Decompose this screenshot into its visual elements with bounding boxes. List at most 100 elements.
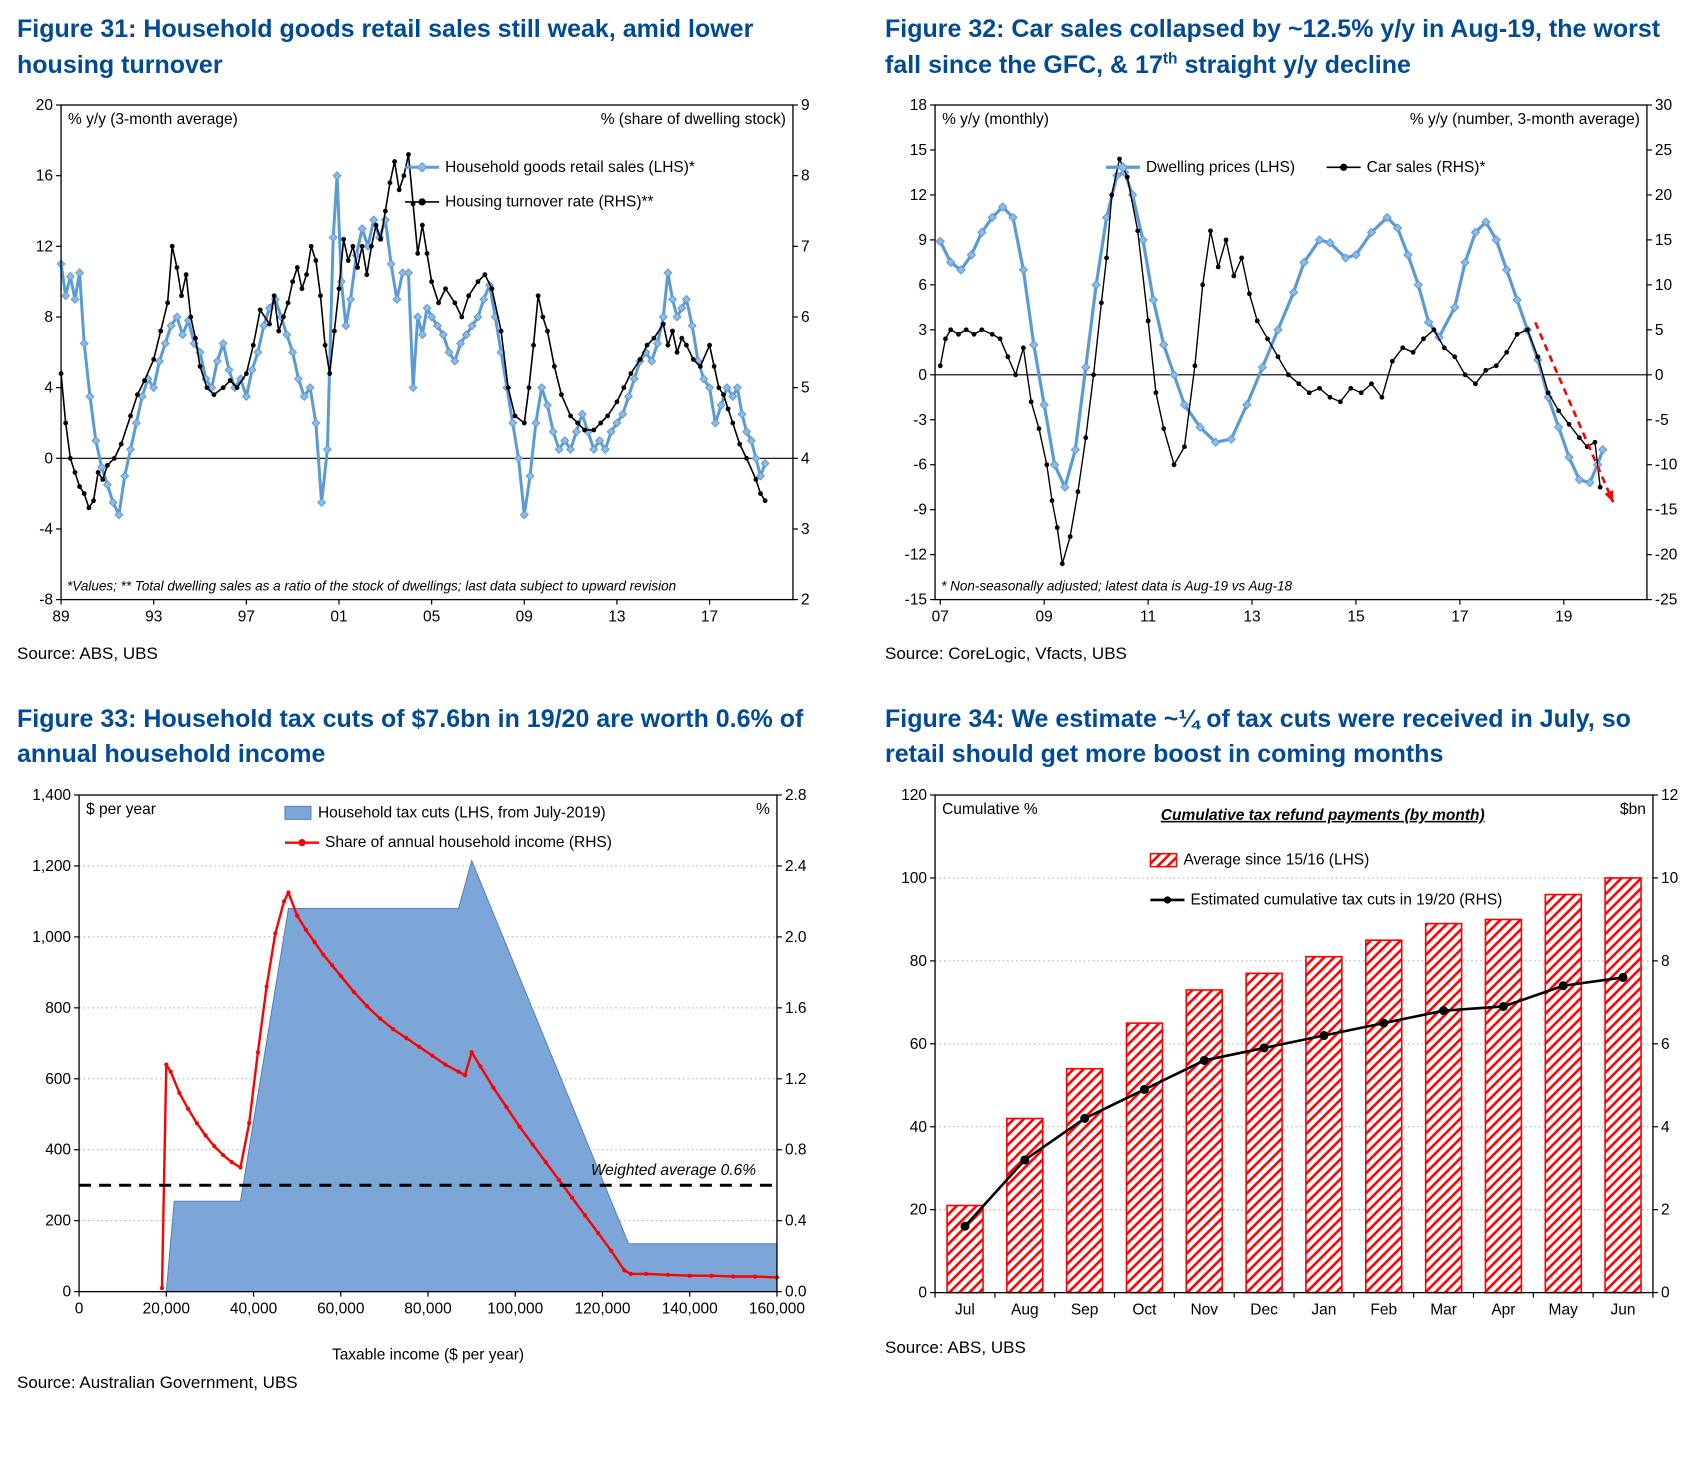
svg-text:11: 11: [1140, 609, 1156, 626]
svg-text:0.8: 0.8: [785, 1141, 807, 1158]
svg-text:120,000: 120,000: [574, 1300, 630, 1317]
figure-33-source: Source: Australian Government, UBS: [17, 1373, 298, 1393]
svg-text:18: 18: [910, 97, 927, 114]
svg-text:Nov: Nov: [1190, 1301, 1218, 1318]
figure-32-title-superscript: th: [1162, 50, 1178, 68]
svg-text:Aug: Aug: [1011, 1301, 1039, 1318]
chart-footnote: * Non-seasonally adjusted; latest data i…: [941, 579, 1292, 594]
svg-text:6: 6: [918, 277, 927, 294]
svg-text:0: 0: [75, 1300, 84, 1317]
svg-text:Feb: Feb: [1370, 1301, 1397, 1318]
svg-text:0: 0: [62, 1283, 71, 1300]
series-household-goods-retail-sales: [56, 171, 770, 520]
figure-33-title-text: Figure 33: Household tax cuts of $7.6bn …: [17, 704, 804, 769]
legend: Household tax cuts (LHS, from July-2019)…: [284, 804, 612, 851]
svg-text:10: 10: [1655, 277, 1673, 294]
svg-text:2: 2: [801, 592, 810, 609]
svg-text:800: 800: [45, 1000, 71, 1017]
svg-text:1,000: 1,000: [32, 929, 71, 946]
svg-text:-4: -4: [39, 521, 53, 538]
svg-text:120: 120: [901, 787, 927, 804]
figure-31-title-text: Figure 31: Household goods retail sales …: [17, 15, 754, 79]
figure-33: Figure 33: Household tax cuts of $7.6bn …: [17, 702, 823, 1394]
figure-31-source: Source: ABS, UBS: [17, 643, 158, 663]
svg-text:5: 5: [801, 380, 810, 397]
svg-text:May: May: [1549, 1301, 1579, 1318]
svg-text:89: 89: [52, 609, 69, 626]
svg-text:4: 4: [801, 450, 810, 467]
svg-text:0: 0: [918, 1284, 927, 1301]
svg-text:13: 13: [1243, 609, 1260, 626]
svg-text:Estimated cumulative tax cuts: Estimated cumulative tax cuts in 19/20 (…: [1190, 891, 1502, 908]
svg-text:25: 25: [1655, 142, 1672, 159]
right-axis-label: $bn: [1620, 801, 1646, 818]
svg-text:15: 15: [1655, 232, 1672, 249]
left-axis-label: Cumulative %: [942, 801, 1038, 818]
svg-text:0: 0: [918, 367, 927, 384]
legend: Household goods retail sales (LHS)* Housi…: [405, 159, 695, 210]
svg-text:10: 10: [1661, 870, 1679, 887]
svg-text:6: 6: [1661, 1035, 1670, 1052]
svg-text:05: 05: [423, 609, 440, 626]
svg-text:01: 01: [330, 609, 347, 626]
svg-text:140,000: 140,000: [662, 1300, 718, 1317]
svg-text:20: 20: [910, 1201, 928, 1218]
svg-text:09: 09: [516, 609, 533, 626]
figure-33-chart: Weighted average 0.6% 1,400 1,200 1,000 800 6…: [32, 787, 807, 1364]
svg-text:-15: -15: [905, 592, 927, 609]
svg-text:40: 40: [910, 1118, 928, 1135]
svg-text:1,200: 1,200: [32, 858, 71, 875]
svg-text:13: 13: [608, 609, 625, 626]
svg-text:20: 20: [36, 97, 54, 114]
gridlines: [79, 865, 777, 1221]
x-axis-title: Taxable income ($ per year): [332, 1346, 524, 1363]
svg-text:20: 20: [1655, 187, 1673, 204]
svg-text:4: 4: [1661, 1118, 1670, 1135]
svg-text:80: 80: [910, 953, 928, 970]
figure-32: Figure 32: Car sales collapsed by ~12.5%…: [885, 12, 1691, 664]
svg-text:0: 0: [44, 450, 53, 467]
series-average-since-15-16: [946, 876, 1642, 1294]
axes: 1815129630-3-6-9-12-15302520151050-5-10-…: [905, 97, 1678, 626]
right-axis-label: % (share of dwelling stock): [601, 111, 786, 128]
figure-34-title: Figure 34: We estimate ~¼ of tax cuts we…: [885, 702, 1691, 773]
svg-text:9: 9: [918, 232, 927, 249]
svg-text:07: 07: [932, 609, 949, 626]
figure-33-title: Figure 33: Household tax cuts of $7.6bn …: [17, 702, 823, 773]
right-axis-label: %: [756, 801, 770, 818]
figure-31-title: Figure 31: Household goods retail sales …: [17, 12, 823, 83]
svg-text:400: 400: [45, 1141, 71, 1158]
svg-text:17: 17: [1451, 609, 1468, 626]
svg-text:-25: -25: [1655, 592, 1677, 609]
svg-text:93: 93: [145, 609, 162, 626]
series-household-tax-cuts: [79, 858, 778, 1292]
svg-text:Jan: Jan: [1311, 1301, 1336, 1318]
svg-text:Household goods retail sales (: Household goods retail sales (LHS)*: [445, 159, 695, 176]
svg-text:3: 3: [801, 521, 810, 538]
svg-text:Dwelling prices (LHS): Dwelling prices (LHS): [1146, 159, 1295, 176]
decline-arrow: [1534, 321, 1615, 503]
svg-text:200: 200: [45, 1212, 71, 1229]
series-dwelling-prices: [935, 167, 1608, 492]
svg-text:Car sales (RHS)*: Car sales (RHS)*: [1367, 159, 1486, 176]
legend: Cumulative tax refund payments (by month…: [1149, 807, 1502, 908]
series-car-sales: [937, 156, 1603, 567]
svg-text:20,000: 20,000: [143, 1300, 191, 1317]
svg-text:19: 19: [1555, 609, 1572, 626]
svg-text:-6: -6: [913, 457, 927, 474]
svg-text:Household tax cuts (LHS, from: Household tax cuts (LHS, from July-2019): [318, 804, 606, 821]
svg-text:60: 60: [910, 1035, 928, 1052]
svg-text:15: 15: [1347, 609, 1364, 626]
left-axis-label: % y/y (3-month average): [68, 111, 238, 128]
svg-text:8: 8: [1661, 953, 1670, 970]
svg-text:2.0: 2.0: [785, 929, 807, 946]
svg-text:80,000: 80,000: [404, 1300, 452, 1317]
svg-text:Share of annual household inco: Share of annual household income (RHS): [325, 834, 612, 851]
svg-text:40,000: 40,000: [230, 1300, 278, 1317]
svg-text:97: 97: [238, 609, 255, 626]
axes: 1,400 1,200 1,000 800 600 400 200 0 2.8 2.4 2.0 1.6…: [32, 787, 807, 1318]
svg-text:0: 0: [1655, 367, 1664, 384]
svg-text:1.6: 1.6: [785, 1000, 807, 1017]
